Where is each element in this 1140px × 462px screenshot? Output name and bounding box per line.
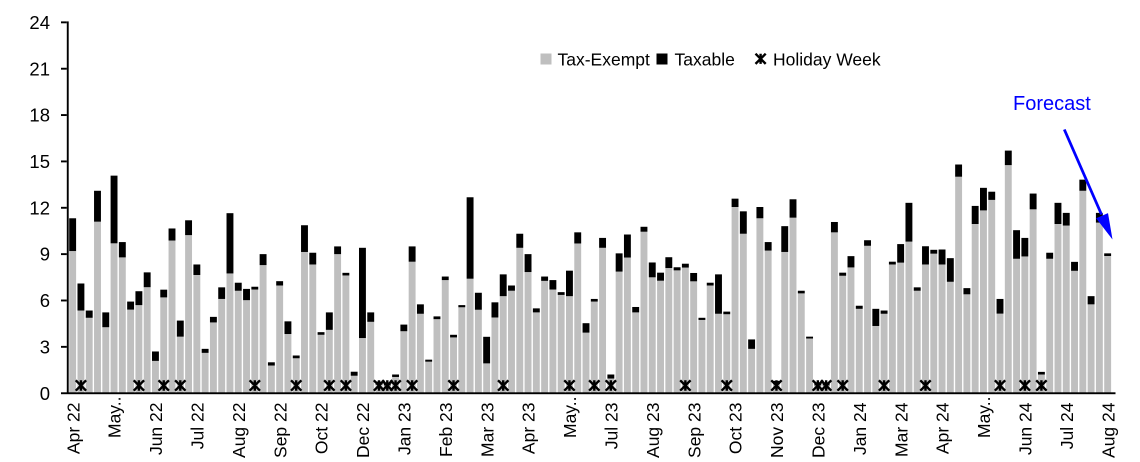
svg-text:Jun 24: Jun 24 [1015, 402, 1035, 455]
svg-text:May..: May.. [974, 397, 994, 439]
svg-text:Oct 22: Oct 22 [312, 403, 332, 455]
svg-text:24: 24 [29, 12, 50, 33]
svg-text:Dec 23: Dec 23 [808, 403, 828, 458]
svg-text:Nov 23: Nov 23 [767, 403, 787, 458]
svg-text:9: 9 [40, 244, 50, 265]
svg-text:18: 18 [29, 105, 50, 126]
svg-text:Holiday Week: Holiday Week [773, 49, 881, 69]
svg-text:Oct 23: Oct 23 [726, 403, 746, 455]
svg-text:May..: May.. [105, 397, 125, 439]
svg-text:Jul 23: Jul 23 [601, 403, 621, 450]
svg-text:3: 3 [40, 336, 50, 357]
svg-text:Apr 22: Apr 22 [63, 403, 83, 455]
svg-text:Apr 24: Apr 24 [933, 402, 953, 454]
svg-text:Mar 24: Mar 24 [891, 402, 911, 457]
svg-text:Sep 23: Sep 23 [684, 403, 704, 458]
svg-text:Jul 22: Jul 22 [187, 403, 207, 450]
svg-text:Aug 23: Aug 23 [643, 403, 663, 458]
svg-text:Jul 24: Jul 24 [1057, 402, 1077, 449]
svg-text:Dec 22: Dec 22 [353, 403, 373, 458]
svg-text:Aug 24: Aug 24 [1098, 402, 1118, 458]
svg-text:Taxable: Taxable [675, 49, 735, 69]
svg-text:Sep 22: Sep 22 [270, 403, 290, 458]
svg-text:15: 15 [29, 151, 50, 172]
svg-text:0: 0 [40, 383, 50, 404]
svg-text:Jan 23: Jan 23 [394, 403, 414, 456]
svg-text:6: 6 [40, 290, 50, 311]
svg-text:Feb 23: Feb 23 [436, 403, 456, 457]
svg-text:Tax-Exempt: Tax-Exempt [558, 49, 651, 69]
svg-text:Jan 24: Jan 24 [850, 402, 870, 455]
svg-text:Mar 23: Mar 23 [477, 403, 497, 457]
svg-text:12: 12 [29, 197, 50, 218]
svg-text:May..: May.. [560, 397, 580, 439]
svg-text:Forecast: Forecast [1013, 93, 1091, 115]
svg-text:Jun 22: Jun 22 [146, 403, 166, 456]
svg-text:Aug 22: Aug 22 [229, 403, 249, 458]
svg-text:Apr 23: Apr 23 [519, 403, 539, 455]
svg-text:21: 21 [29, 58, 50, 79]
